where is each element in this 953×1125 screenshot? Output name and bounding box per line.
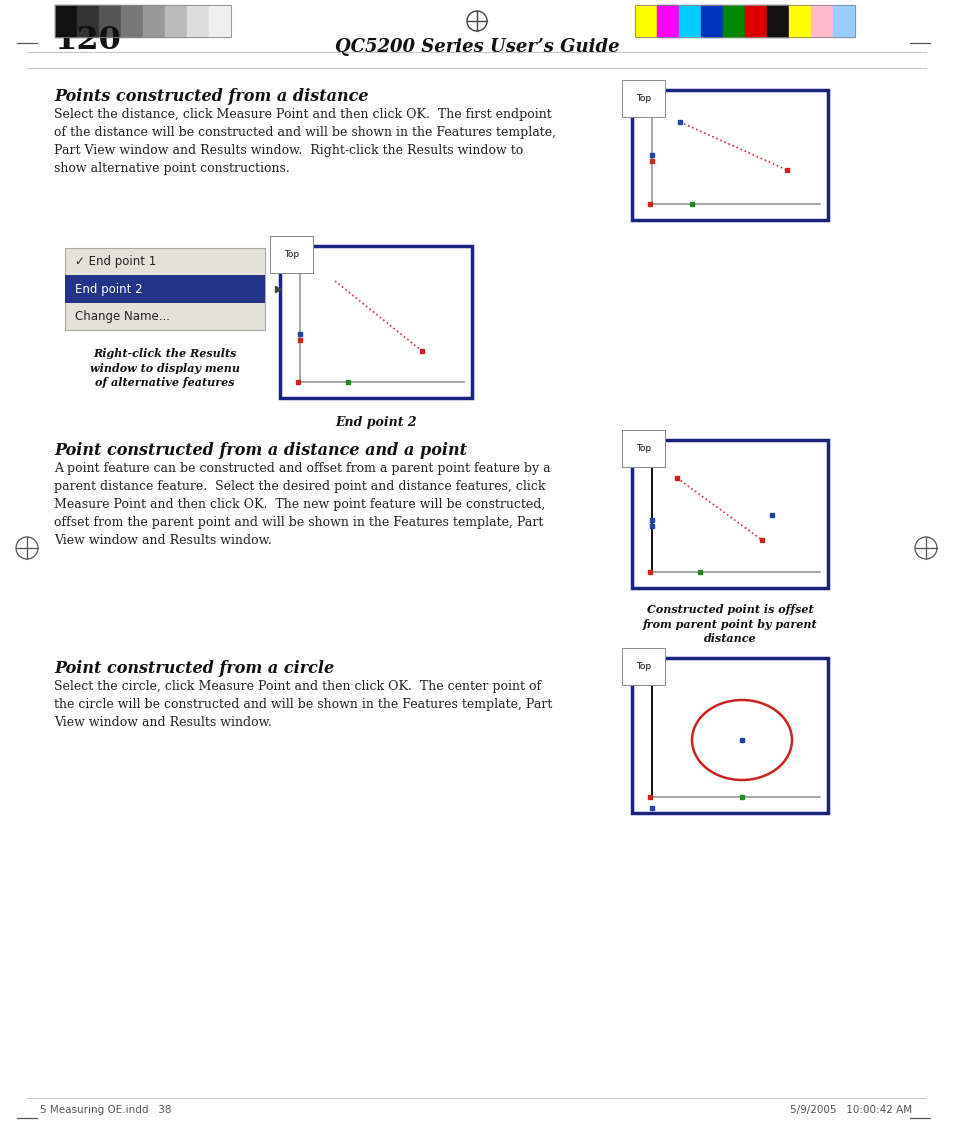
- Bar: [209, 4, 231, 37]
- Text: Point constructed from a distance and a point: Point constructed from a distance and a …: [54, 442, 467, 459]
- Bar: [99, 4, 121, 37]
- Bar: [165, 4, 187, 37]
- Bar: [722, 4, 744, 37]
- Text: Right-click the Results
window to display menu
of alternative features: Right-click the Results window to displa…: [90, 348, 240, 388]
- Text: End point 2: End point 2: [75, 282, 143, 296]
- Text: QC5200 Series User’s Guide: QC5200 Series User’s Guide: [335, 38, 618, 56]
- Bar: [55, 4, 77, 37]
- Bar: [679, 4, 700, 37]
- Bar: [143, 4, 165, 37]
- Text: Points constructed from a distance: Points constructed from a distance: [54, 88, 368, 105]
- Text: Top: Top: [636, 94, 651, 104]
- Bar: [788, 4, 810, 37]
- Text: 120: 120: [54, 25, 121, 56]
- Text: End point 2: End point 2: [335, 416, 416, 429]
- Text: Select the circle, click Measure Point and then click OK.  The center point of
t: Select the circle, click Measure Point a…: [54, 680, 552, 729]
- Text: A point feature can be constructed and offset from a parent point feature by a
p: A point feature can be constructed and o…: [54, 462, 550, 547]
- Bar: [631, 440, 827, 588]
- Text: Point constructed from a circle: Point constructed from a circle: [54, 660, 334, 677]
- Text: Top: Top: [636, 662, 651, 670]
- Text: 5/9/2005   10:00:42 AM: 5/9/2005 10:00:42 AM: [789, 1105, 911, 1115]
- Text: Top: Top: [284, 250, 299, 259]
- Text: Change Name...: Change Name...: [75, 309, 170, 323]
- Bar: [631, 90, 827, 220]
- Bar: [766, 4, 788, 37]
- Bar: [121, 4, 143, 37]
- Bar: [631, 658, 827, 813]
- Bar: [77, 4, 99, 37]
- Bar: [187, 4, 209, 37]
- Text: Top: Top: [636, 444, 651, 453]
- Text: Select the distance, click Measure Point and then click OK.  The first endpoint
: Select the distance, click Measure Point…: [54, 108, 556, 176]
- Bar: [700, 4, 722, 37]
- Bar: [635, 4, 854, 37]
- Text: Constructed point is offset
from parent point by parent
distance: Constructed point is offset from parent …: [642, 604, 817, 645]
- Bar: [832, 4, 854, 37]
- Bar: [280, 246, 472, 398]
- Text: 5 Measuring OE.indd   38: 5 Measuring OE.indd 38: [40, 1105, 172, 1115]
- Text: ✓ End point 1: ✓ End point 1: [75, 255, 156, 268]
- Bar: [65, 248, 265, 330]
- Bar: [55, 4, 231, 37]
- Bar: [635, 4, 657, 37]
- Bar: [810, 4, 832, 37]
- Bar: [65, 276, 265, 303]
- Bar: [657, 4, 679, 37]
- Bar: [744, 4, 766, 37]
